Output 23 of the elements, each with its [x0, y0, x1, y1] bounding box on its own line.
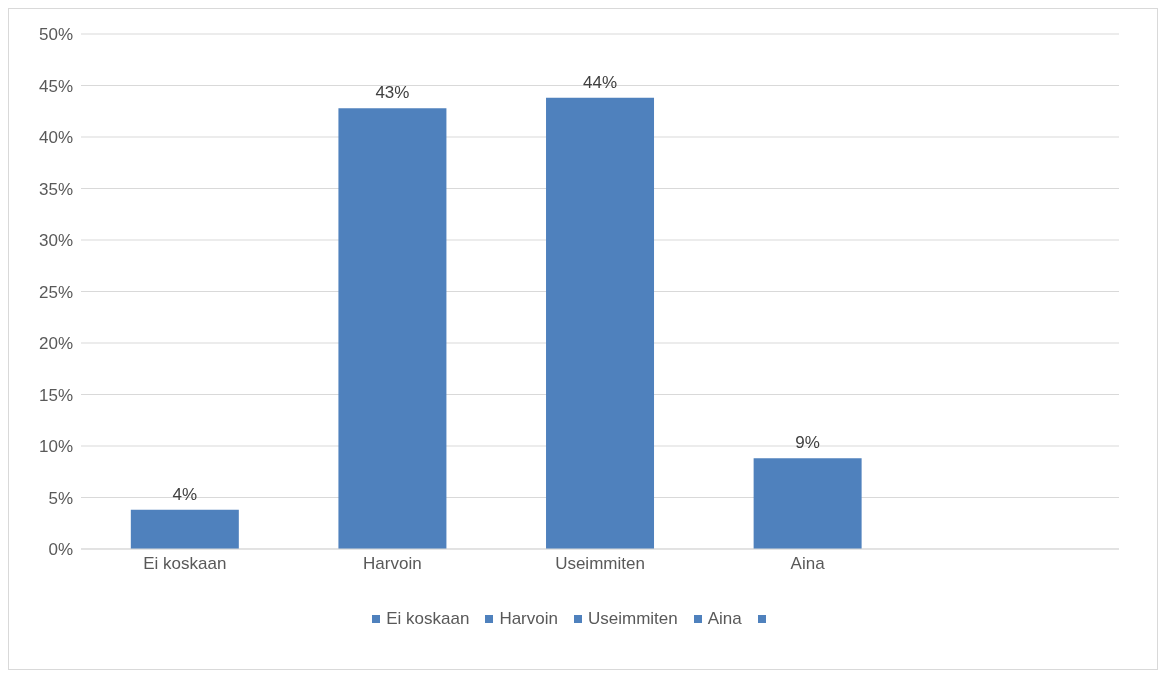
y-tick-label: 25% [38, 282, 73, 302]
x-tick-label: Useimmiten [555, 554, 645, 574]
legend-label: Harvoin [499, 609, 558, 629]
y-tick-label: 10% [38, 437, 73, 457]
legend-label: Useimmiten [587, 609, 678, 629]
y-tick-label: 50% [38, 25, 73, 45]
legend-label: Ei koskaan [386, 609, 470, 629]
y-tick-label: 5% [48, 488, 73, 508]
data-label: 4% [172, 484, 198, 504]
x-tick-label: Ei koskaan [143, 554, 227, 574]
legend-label: Aina [707, 609, 742, 629]
y-tick-label: 30% [38, 231, 73, 251]
y-tick-label: 15% [38, 385, 73, 405]
data-label: 43% [375, 83, 410, 103]
y-tick-label: 45% [38, 76, 73, 96]
data-label: 9% [795, 433, 820, 453]
y-tick-label: 40% [38, 128, 73, 148]
data-label: 44% [583, 72, 618, 92]
y-tick-label: 0% [48, 540, 73, 560]
y-tick-label: 20% [38, 334, 73, 354]
x-tick-label: Harvoin [363, 554, 422, 574]
x-tick-label: Aina [790, 554, 826, 574]
y-tick-label: 35% [38, 179, 73, 199]
